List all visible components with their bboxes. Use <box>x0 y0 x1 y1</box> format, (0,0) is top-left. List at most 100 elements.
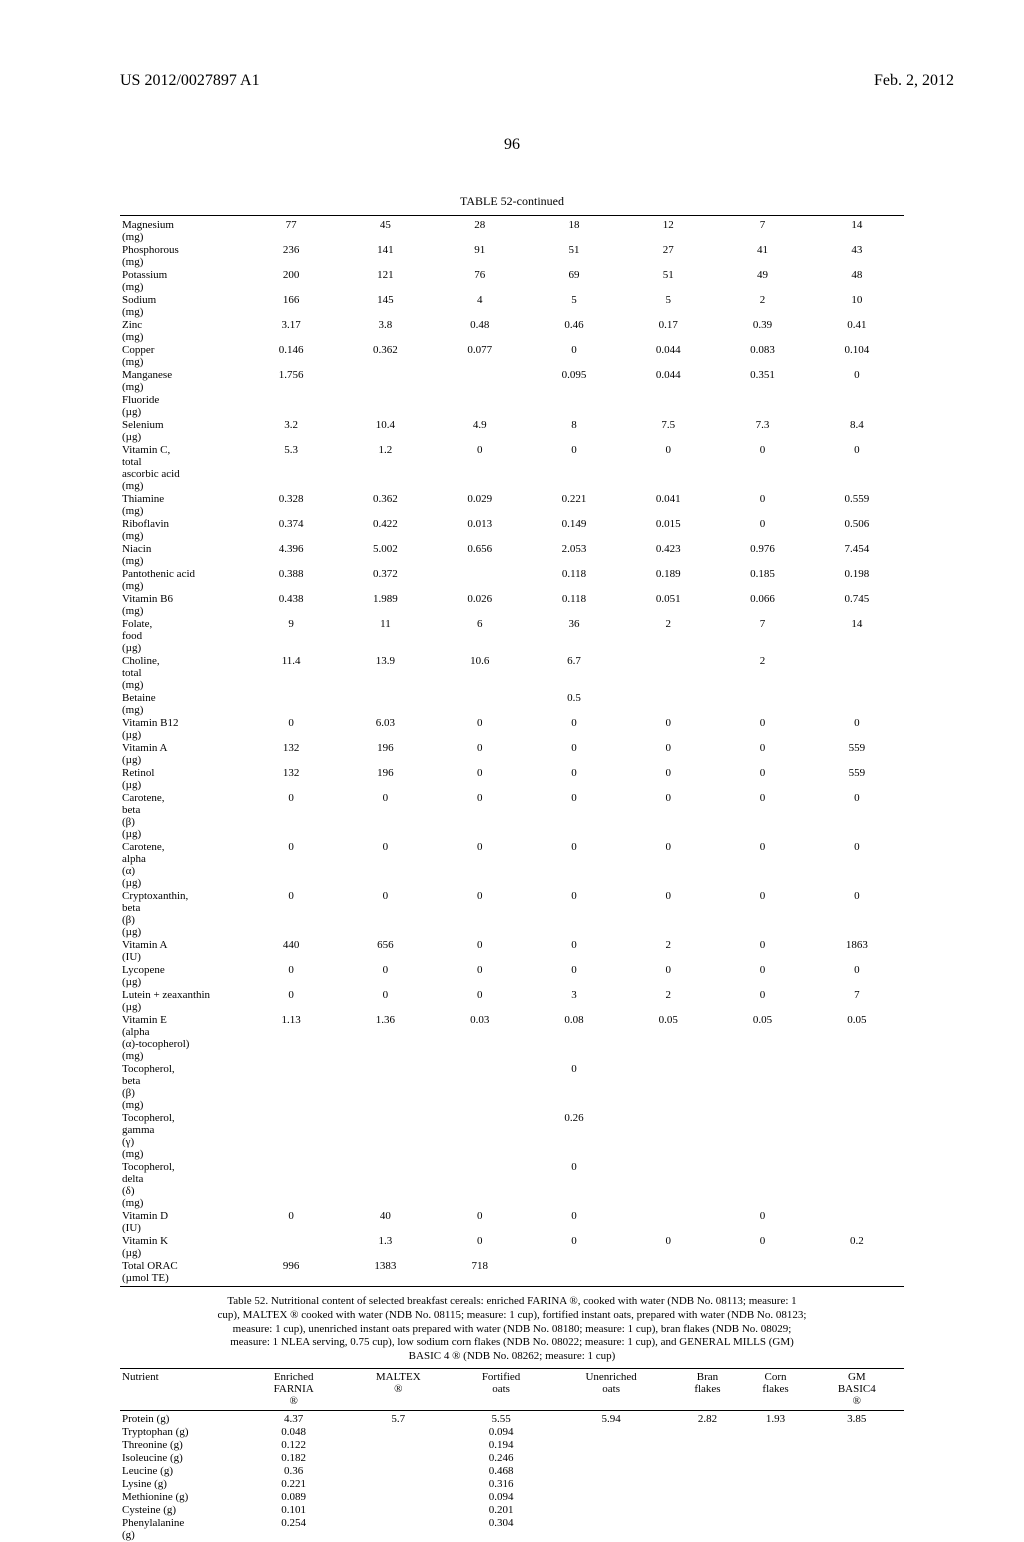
nutrient-label: Fluoride(µg) <box>120 393 244 418</box>
cell: 0 <box>715 766 809 791</box>
col-header: Fortifiedoats <box>453 1371 549 1408</box>
cell: 0 <box>433 963 527 988</box>
cell: 5.3 <box>244 443 338 492</box>
cell <box>715 1062 809 1111</box>
nutrient-label: Folate,food(µg) <box>120 617 244 654</box>
cell: 0 <box>621 741 715 766</box>
cell: 0 <box>527 840 621 889</box>
cell: 0.39 <box>715 318 809 343</box>
nutrient-label: Lutein + zeaxanthin(µg) <box>120 988 244 1013</box>
table-row: Betaine(mg)0.5 <box>120 691 904 716</box>
cell: 0.388 <box>244 567 338 592</box>
cell: 0.149 <box>527 517 621 542</box>
nutrient-label: Lycopene(µg) <box>120 963 244 988</box>
cell: 0.246 <box>453 1452 549 1465</box>
nutrient-label: Methionine (g) <box>120 1491 244 1504</box>
cell: 0 <box>621 840 715 889</box>
table-row: Vitamin K(µg)1.300000.2 <box>120 1234 904 1259</box>
rule <box>120 1368 904 1369</box>
nutrient-label: Total ORAC(µmol TE) <box>120 1259 244 1284</box>
cell: 0.316 <box>453 1478 549 1491</box>
cell: 27 <box>621 243 715 268</box>
cell <box>343 1517 453 1542</box>
nutrient-label: Thiamine(mg) <box>120 492 244 517</box>
table-row: Vitamin B12(µg)06.0300000 <box>120 716 904 741</box>
cell: 0 <box>433 1234 527 1259</box>
table-row: Vitamin E(alpha(α)-tocopherol)(mg)1.131.… <box>120 1013 904 1062</box>
cell: 0 <box>715 840 809 889</box>
cell <box>810 1504 904 1517</box>
cell: 1.93 <box>742 1413 810 1426</box>
table-row: Lysine (g)0.2210.316 <box>120 1478 904 1491</box>
cell <box>338 1111 432 1160</box>
cell <box>433 393 527 418</box>
cell: 1863 <box>810 938 904 963</box>
cell <box>742 1517 810 1542</box>
cell <box>621 691 715 716</box>
table-row: Vitamin A(IU)44065600201863 <box>120 938 904 963</box>
cell <box>343 1504 453 1517</box>
table-row: Tocopherol,gamma(γ)(mg)0.26 <box>120 1111 904 1160</box>
table-row: Manganese(mg)1.7560.0950.0440.3510 <box>120 368 904 393</box>
cell: 0.41 <box>810 318 904 343</box>
cell: 0 <box>527 963 621 988</box>
cell: 0 <box>527 889 621 938</box>
cell: 0 <box>621 1234 715 1259</box>
cell: 43 <box>810 243 904 268</box>
cell <box>549 1478 674 1491</box>
cell <box>549 1452 674 1465</box>
cell <box>527 1259 621 1284</box>
cell <box>742 1504 810 1517</box>
cell <box>338 393 432 418</box>
cell: 0 <box>810 443 904 492</box>
cell: 0.194 <box>453 1439 549 1452</box>
cell: 7 <box>715 617 809 654</box>
cell <box>810 1062 904 1111</box>
cell: 0 <box>244 889 338 938</box>
table-caption: Table 52. Nutritional content of selecte… <box>217 1295 807 1364</box>
cell: 0.304 <box>453 1517 549 1542</box>
cell: 0.066 <box>715 592 809 617</box>
nutrient-label: Tryptophan (g) <box>120 1426 244 1439</box>
nutrient-label: Leucine (g) <box>120 1465 244 1478</box>
cell: 0.351 <box>715 368 809 393</box>
cell: 7 <box>810 988 904 1013</box>
cell <box>742 1426 810 1439</box>
cell <box>742 1439 810 1452</box>
cell: 0 <box>715 741 809 766</box>
cell: 45 <box>338 218 432 243</box>
table-row: Protein (g)4.375.75.555.942.821.933.85 <box>120 1413 904 1426</box>
cell: 0 <box>715 492 809 517</box>
cell <box>742 1491 810 1504</box>
cell: 0.029 <box>433 492 527 517</box>
cell <box>244 691 338 716</box>
cell <box>810 393 904 418</box>
nutrient-label: Sodium(mg) <box>120 293 244 318</box>
cell: 10.4 <box>338 418 432 443</box>
cell: 656 <box>338 938 432 963</box>
nutrient-label: Riboflavin(mg) <box>120 517 244 542</box>
cell: 36 <box>527 617 621 654</box>
nutrient-label: Carotene,alpha(α)(µg) <box>120 840 244 889</box>
cell: 49 <box>715 268 809 293</box>
cell <box>244 1111 338 1160</box>
cell: 0 <box>621 443 715 492</box>
cell: 91 <box>433 243 527 268</box>
cell <box>621 654 715 691</box>
cell <box>742 1478 810 1491</box>
table-row: Isoleucine (g)0.1820.246 <box>120 1452 904 1465</box>
cell: 0.094 <box>453 1426 549 1439</box>
col-header: MALTEX® <box>343 1371 453 1408</box>
nutrient-label: Protein (g) <box>120 1413 244 1426</box>
cell <box>433 691 527 716</box>
cell <box>673 1517 741 1542</box>
cell <box>621 1062 715 1111</box>
nutrient-label: Phosphorous(mg) <box>120 243 244 268</box>
cell: 0 <box>527 791 621 840</box>
table-row: Leucine (g)0.360.468 <box>120 1465 904 1478</box>
cell: 0.182 <box>244 1452 343 1465</box>
cell <box>715 1259 809 1284</box>
cell: 0 <box>433 791 527 840</box>
cell <box>549 1465 674 1478</box>
cell <box>810 1209 904 1234</box>
